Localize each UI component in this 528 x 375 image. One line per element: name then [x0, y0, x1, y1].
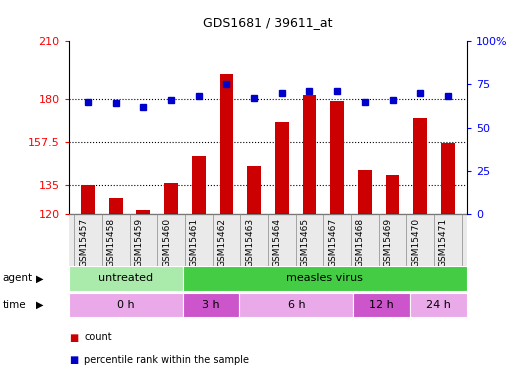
Text: GSM15459: GSM15459 — [135, 218, 144, 267]
Text: GSM15461: GSM15461 — [190, 218, 199, 267]
Bar — [109, 198, 122, 214]
Bar — [410, 292, 467, 317]
Bar — [69, 266, 183, 291]
Text: 12 h: 12 h — [370, 300, 394, 310]
Text: GSM15465: GSM15465 — [300, 218, 309, 267]
Text: GSM15469: GSM15469 — [383, 218, 392, 267]
Text: count: count — [84, 333, 112, 342]
Text: GSM15462: GSM15462 — [218, 218, 227, 267]
Text: percentile rank within the sample: percentile rank within the sample — [84, 355, 250, 365]
Text: measles virus: measles virus — [287, 273, 363, 284]
Bar — [69, 292, 183, 317]
Text: 0 h: 0 h — [117, 300, 135, 310]
Bar — [183, 292, 240, 317]
Bar — [353, 292, 410, 317]
Text: ▶: ▶ — [36, 273, 43, 284]
Text: ▶: ▶ — [36, 300, 43, 310]
Text: agent: agent — [3, 273, 33, 284]
Text: GSM15468: GSM15468 — [356, 218, 365, 267]
Bar — [164, 183, 178, 214]
Text: GSM15464: GSM15464 — [273, 218, 282, 267]
Text: GDS1681 / 39611_at: GDS1681 / 39611_at — [203, 16, 333, 29]
Text: GSM15458: GSM15458 — [107, 218, 116, 267]
Text: GSM15471: GSM15471 — [439, 218, 448, 267]
Bar — [330, 100, 344, 214]
Text: GSM15463: GSM15463 — [245, 218, 254, 267]
Text: 24 h: 24 h — [427, 300, 451, 310]
Bar — [183, 266, 467, 291]
Bar — [81, 185, 95, 214]
Bar — [192, 156, 206, 214]
Bar — [275, 122, 289, 214]
Bar — [303, 95, 316, 214]
Bar — [136, 210, 150, 214]
Text: ■: ■ — [69, 355, 78, 365]
Bar — [441, 143, 455, 214]
Text: time: time — [3, 300, 26, 310]
Text: GSM15470: GSM15470 — [411, 218, 420, 267]
Bar — [240, 292, 353, 317]
Text: 3 h: 3 h — [202, 300, 220, 310]
Text: untreated: untreated — [98, 273, 153, 284]
Text: GSM15457: GSM15457 — [79, 218, 88, 267]
Text: GSM15467: GSM15467 — [328, 218, 337, 267]
Bar — [220, 74, 233, 214]
Bar — [247, 166, 261, 214]
Text: ■: ■ — [69, 333, 78, 342]
Text: GSM15460: GSM15460 — [162, 218, 171, 267]
Bar — [358, 170, 372, 214]
Bar — [413, 118, 427, 214]
Bar — [385, 176, 400, 214]
Text: 6 h: 6 h — [288, 300, 305, 310]
